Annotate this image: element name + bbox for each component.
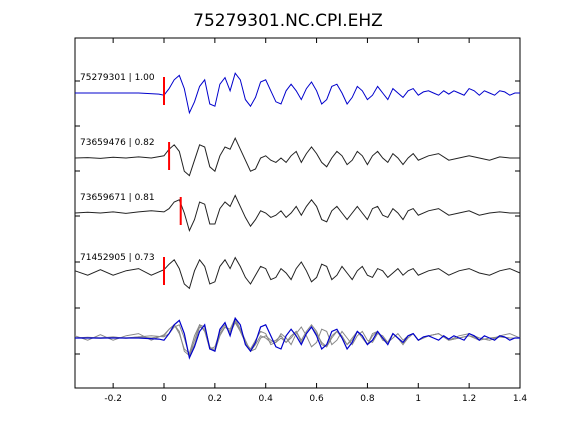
plot-area: -0.2 0 0.2 0.4 0.6 0.8 1 1.2 1.4 75279301 | 1.00 7…	[74, 37, 528, 404]
x-tick-label: 0.4	[259, 394, 274, 404]
x-tick-label: -0.2	[104, 394, 122, 404]
trace-line	[74, 137, 520, 177]
x-tick-label: 0.6	[309, 394, 324, 404]
x-tick-label: 1.2	[462, 394, 476, 404]
chart-title: 75279301.NC.CPI.EHZ	[193, 11, 383, 31]
x-tick-label: 1.4	[513, 394, 528, 404]
x-tick-label: 0.8	[360, 394, 375, 404]
x-tick-label: 0	[161, 394, 167, 404]
x-tick-label: 0.2	[208, 394, 222, 404]
trace-label: 73659671 | 0.81	[80, 193, 155, 203]
trace-line	[74, 194, 520, 233]
trace-label: 75279301 | 1.00	[80, 73, 155, 83]
trace-line	[74, 256, 521, 290]
x-tick-label: 1	[415, 394, 421, 404]
trace-label: 71452905 | 0.73	[80, 253, 155, 263]
trace-label: 73659476 | 0.82	[80, 138, 155, 148]
trace-line	[75, 72, 520, 115]
overlay-reference-line	[75, 316, 520, 360]
